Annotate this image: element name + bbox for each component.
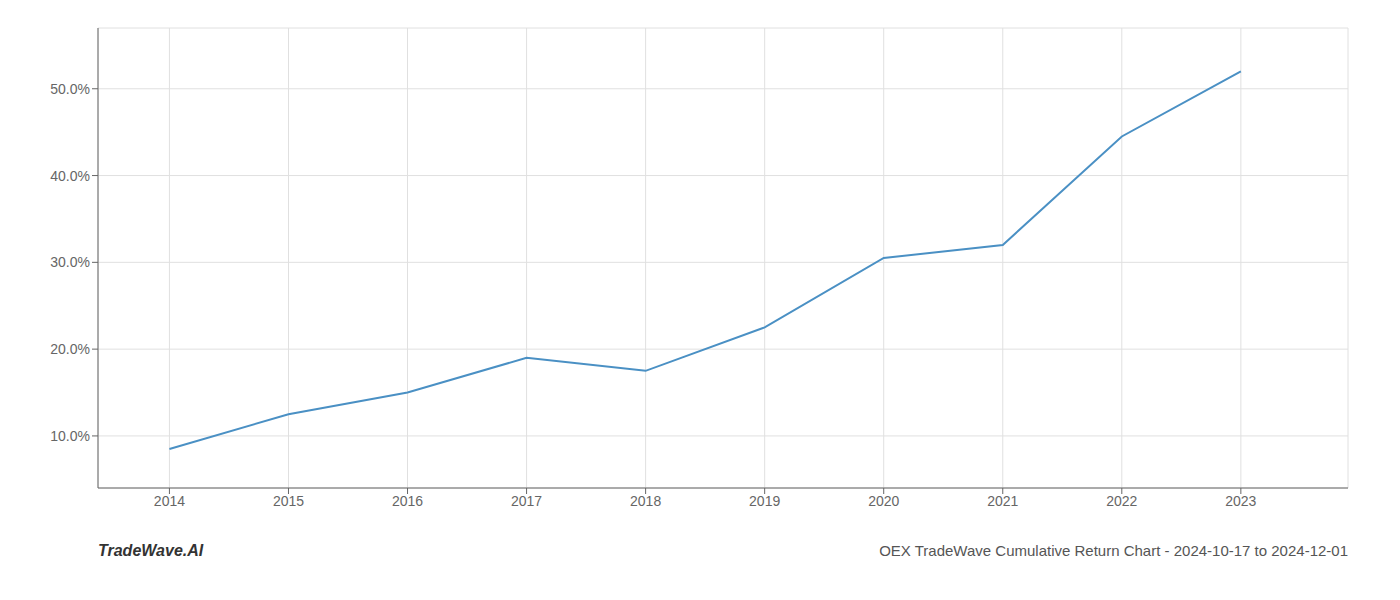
svg-text:2023: 2023 <box>1225 493 1256 509</box>
svg-text:2016: 2016 <box>392 493 423 509</box>
svg-text:2015: 2015 <box>273 493 304 509</box>
svg-text:2021: 2021 <box>987 493 1018 509</box>
svg-text:2014: 2014 <box>154 493 185 509</box>
svg-text:40.0%: 40.0% <box>50 168 90 184</box>
svg-text:10.0%: 10.0% <box>50 428 90 444</box>
svg-text:2018: 2018 <box>630 493 661 509</box>
svg-text:50.0%: 50.0% <box>50 81 90 97</box>
html-text:OEX TradeWave Cumulative Retur: OEX TradeWave Cumulative Return Chart - … <box>879 542 1348 559</box>
svg-text:2022: 2022 <box>1106 493 1137 509</box>
svg-text:2017: 2017 <box>511 493 542 509</box>
svg-text:30.0%: 30.0% <box>50 254 90 270</box>
svg-text:2020: 2020 <box>868 493 899 509</box>
svg-text:20.0%: 20.0% <box>50 341 90 357</box>
html-text:TradeWave.AI: TradeWave.AI <box>98 542 204 559</box>
svg-text:2019: 2019 <box>749 493 780 509</box>
